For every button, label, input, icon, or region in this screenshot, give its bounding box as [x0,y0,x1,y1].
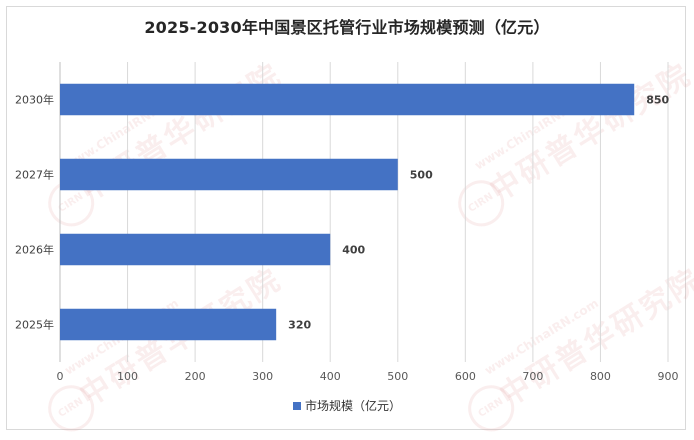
chart-frame [6,6,686,430]
legend: 市场规模（亿元） [0,397,694,414]
bar [60,83,635,116]
x-tick-label: 0 [57,370,64,383]
x-tick-label: 800 [590,370,611,383]
legend-label: 市场规模（亿元） [304,399,401,413]
x-tick-label: 700 [522,370,543,383]
data-label: 850 [646,94,669,107]
data-label: 500 [410,169,433,182]
y-tick-label: 2026年 [15,243,54,257]
x-tick-label: 600 [455,370,476,383]
y-tick-label: 2025年 [15,318,54,332]
chart-title: 2025-2030年中国景区托管行业市场规模预测（亿元） [144,18,550,37]
x-tick-label: 300 [252,370,273,383]
data-label: 320 [288,319,311,332]
bar [60,233,331,266]
x-tick-label: 500 [387,370,408,383]
legend-swatch [292,401,301,410]
x-tick-label: 100 [117,370,138,383]
bar [60,158,398,191]
x-tick-label: 200 [185,370,206,383]
y-tick-label: 2027年 [15,168,54,182]
x-tick-label: 400 [320,370,341,383]
bar [60,308,277,341]
y-tick-label: 2030年 [15,93,54,107]
data-label: 400 [342,244,365,257]
x-tick-label: 900 [658,370,679,383]
